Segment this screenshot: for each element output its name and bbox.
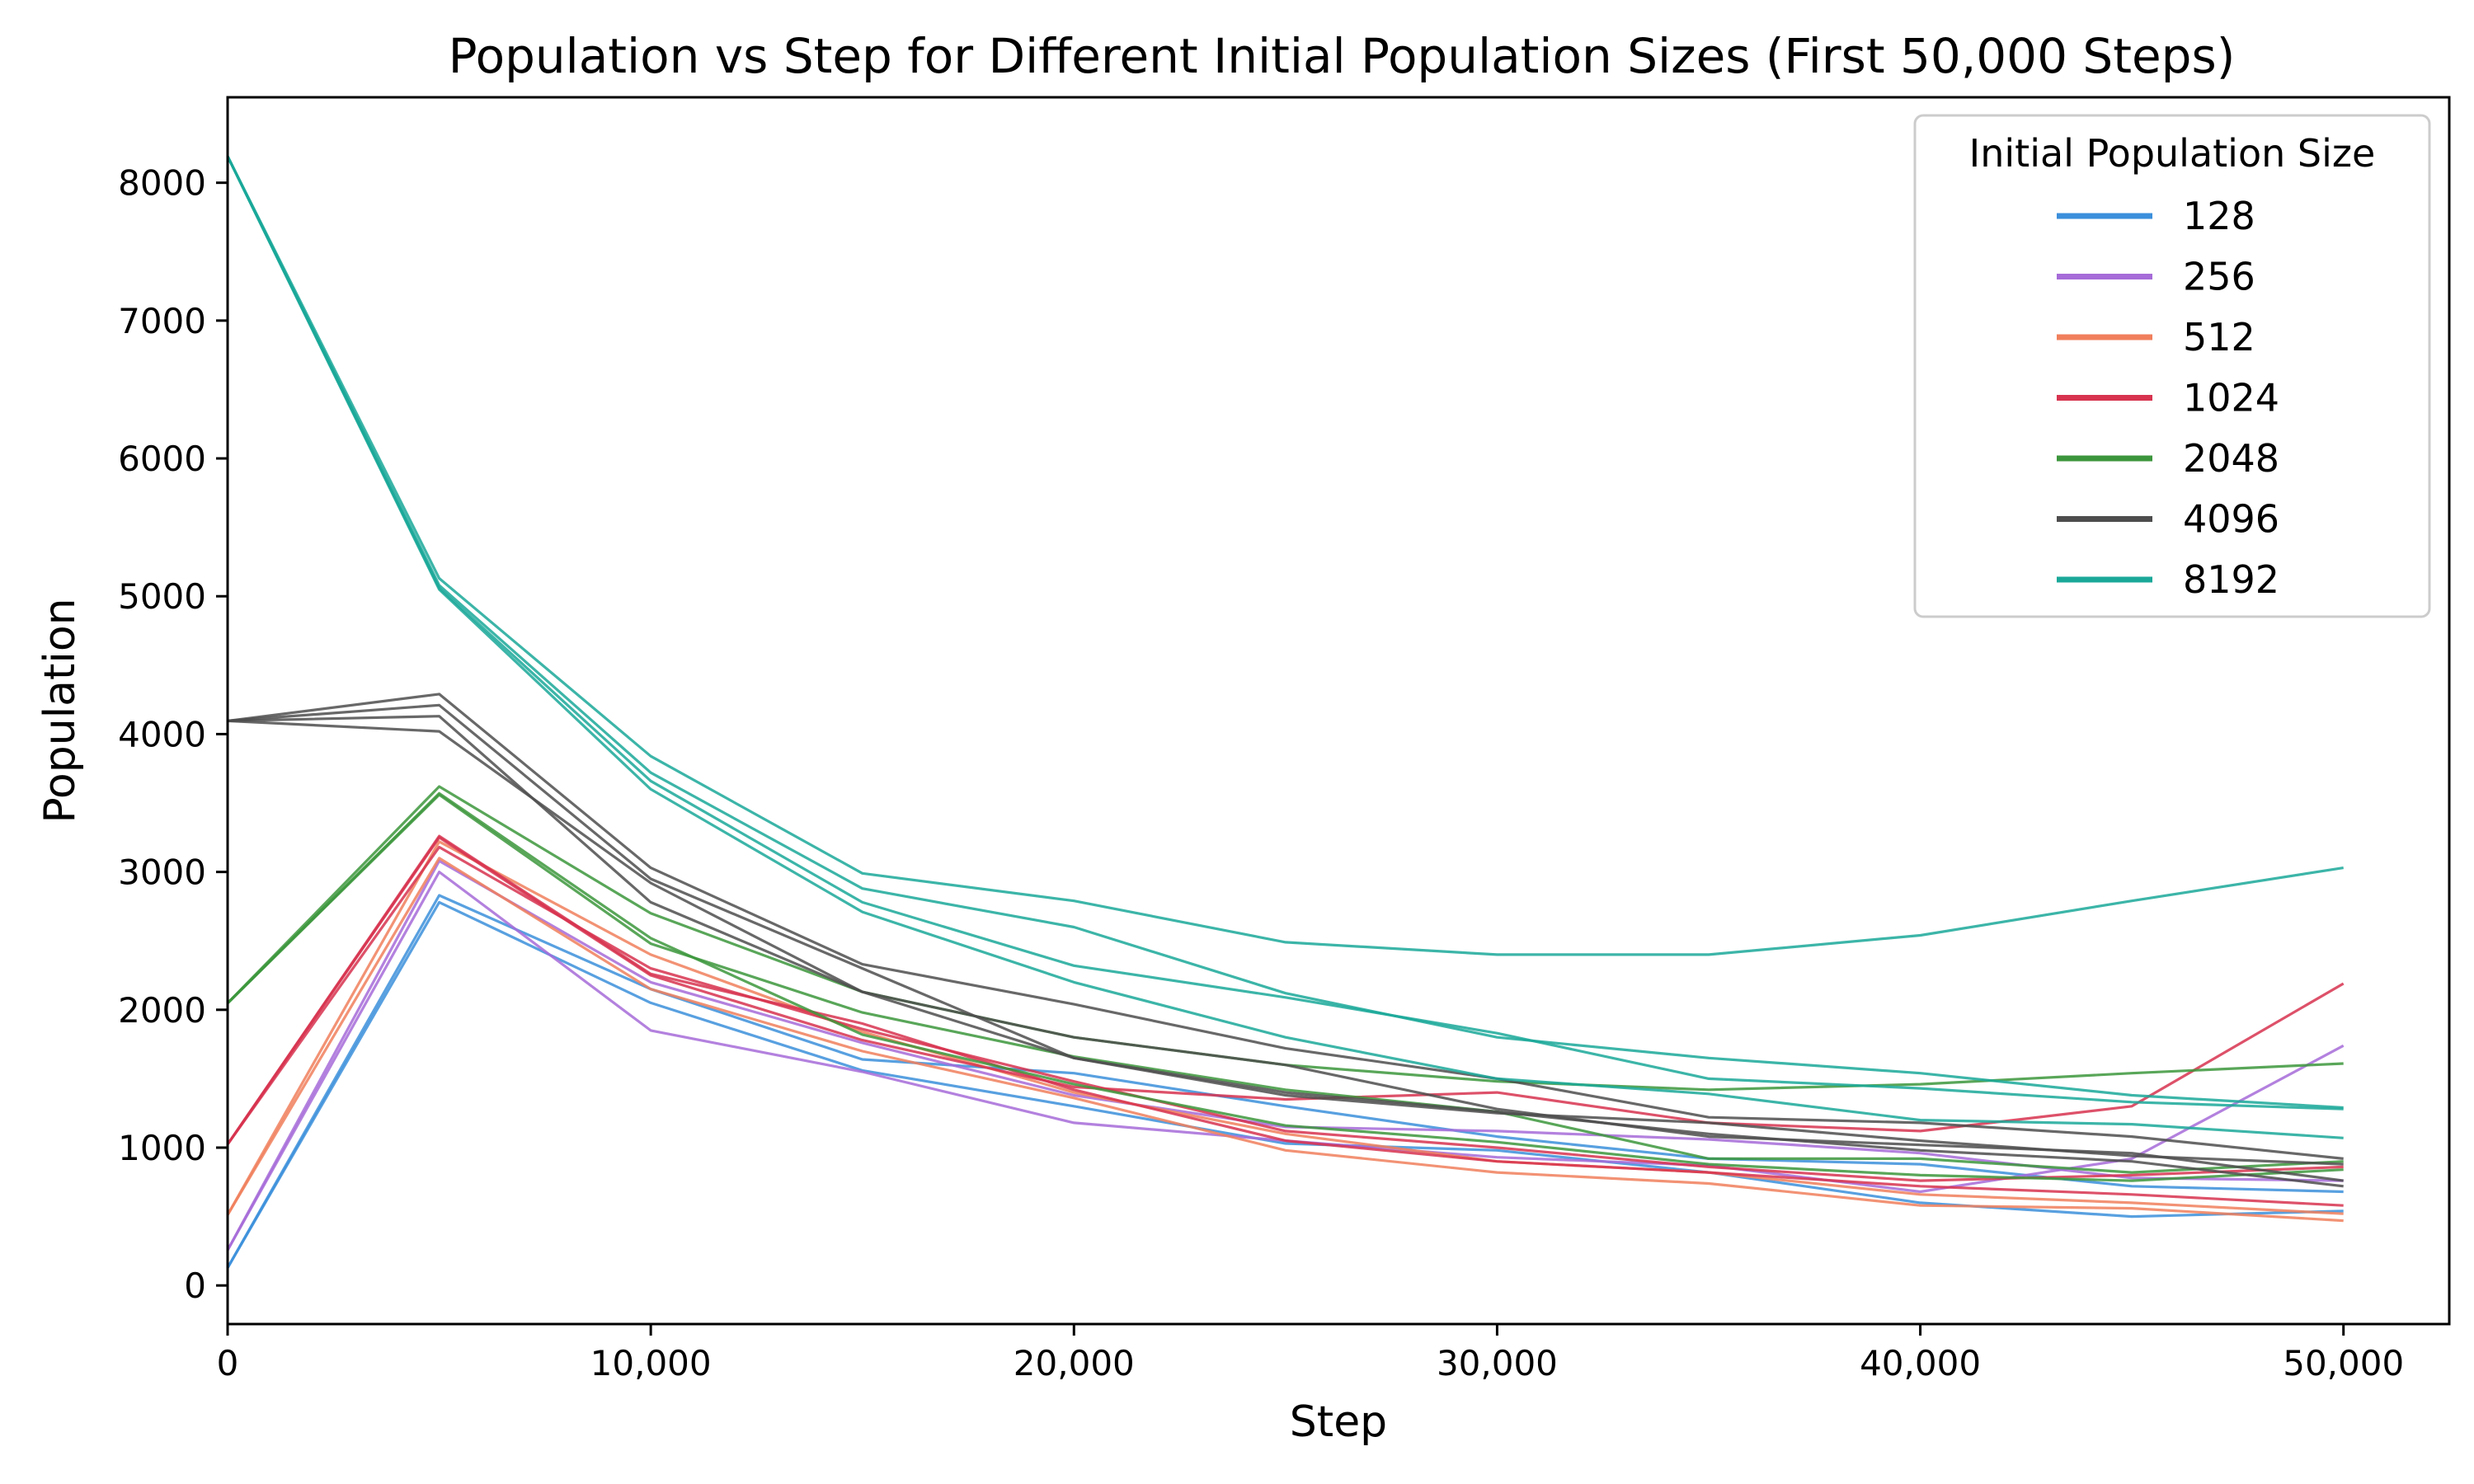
y-tick-label: 7000 [118,301,206,341]
y-tick-label: 4000 [118,714,206,754]
y-axis-label: Population [35,598,85,823]
legend: Initial Population Size 128 256 512 1024 204… [1913,114,2431,618]
series-line-4096-run-4 [227,719,2344,1188]
legend-box [1913,114,2431,618]
legend-label-2048: 2048 [2183,436,2279,481]
x-tick-label: 40,000 [1860,1343,1981,1383]
series-line-8192-run-1 [226,155,2344,956]
series-line-4096-run-1 [227,693,2344,1160]
legend-items: 128 256 512 1024 2048 4096 8192 [2057,194,2279,602]
x-axis-label: Step [1290,1397,1387,1447]
series-line-2048-run-3 [226,791,2344,1182]
series-line-2048-run-2 [226,793,2344,1174]
series-line-128-run-2 [226,894,2344,1269]
series-line-8192-run-2 [226,155,2344,1110]
legend-label-1024: 1024 [2183,376,2279,420]
legend-label-128: 128 [2183,194,2255,238]
y-tick-label: 0 [184,1266,206,1306]
x-tick-label: 10,000 [590,1343,712,1383]
series-line-8192-run-3 [226,155,2344,1111]
series-line-512-run-1 [226,857,2344,1223]
x-tick-label: 30,000 [1437,1343,1558,1383]
y-tick-label: 8000 [118,163,206,204]
legend-label-512: 512 [2183,315,2255,359]
series-line-512-run-2 [226,840,2344,1216]
legend-label-4096: 4096 [2183,497,2279,542]
legend-title: Initial Population Size [1969,131,2376,176]
legend-label-8192: 8192 [2183,557,2279,602]
y-tick-label: 1000 [118,1128,206,1168]
plot-frame [226,96,2451,1326]
axis-ticks: 0 10,000 20,000 30,000 40,000 50,000 0 1000 2000… [118,163,2404,1383]
x-tick-label: 50,000 [2283,1343,2404,1383]
chart-title: Population vs Step for Different Initial… [449,28,2236,84]
series-line-1024-run-3 [226,834,2344,1207]
y-tick-label: 2000 [118,990,206,1031]
series-line-4096-run-2 [227,703,2344,1166]
y-tick-label: 6000 [118,439,206,479]
y-tick-label: 5000 [118,576,206,617]
series-line-4096-run-3 [227,715,2344,1182]
legend-label-256: 256 [2183,255,2255,299]
series-layer [226,155,2345,1269]
series-line-8192-run-4 [226,155,2344,1139]
series-line-256-run-2 [226,859,2344,1252]
x-tick-label: 0 [217,1343,239,1383]
x-tick-label: 20,000 [1014,1343,1135,1383]
y-tick-label: 3000 [118,852,206,893]
